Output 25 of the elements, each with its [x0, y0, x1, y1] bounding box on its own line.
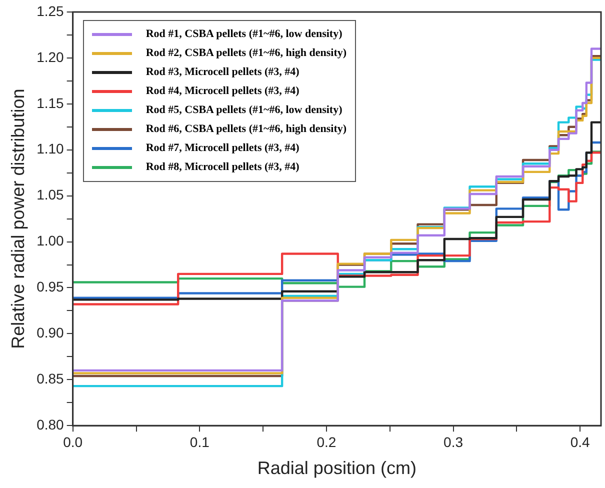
legend-label: Rod #6, CSBA pellets (#1~#6, high density) [146, 122, 347, 137]
legend-label: Rod #2, CSBA pellets (#1~#6, high density) [146, 46, 347, 61]
y-axis-title: Relative radial power distribution [8, 88, 28, 349]
legend-label: Rod #8, Microcell pellets (#3, #4) [146, 160, 300, 175]
legend-label: Rod #5, CSBA pellets (#1~#6, low density) [146, 103, 342, 118]
y-tick-label: 1.20 [36, 48, 64, 65]
legend-label: Rod #1, CSBA pellets (#1~#6, low density) [146, 27, 342, 42]
y-tick-label: 1.00 [36, 232, 64, 249]
y-tick-label: 0.85 [36, 370, 64, 387]
y-tick-label: 1.25 [36, 2, 64, 19]
y-tick-label: 1.15 [36, 94, 64, 111]
x-tick-label: 0.1 [190, 434, 210, 450]
x-tick-label: 0.3 [444, 434, 464, 450]
x-tick-label: 0.2 [316, 434, 336, 450]
y-tick-label: 1.05 [36, 186, 64, 203]
x-tick-label: 0.0 [63, 434, 83, 450]
y-tick-label: 0.90 [36, 324, 64, 341]
y-tick-label: 0.95 [36, 278, 64, 295]
y-tick-label: 1.10 [36, 140, 64, 157]
x-axis-title: Radial position (cm) [257, 458, 416, 478]
legend-label: Rod #4, Microcell pellets (#3, #4) [146, 84, 300, 99]
y-tick-label: 0.80 [36, 416, 64, 432]
legend-label: Rod #7, Microcell pellets (#3, #4) [146, 141, 300, 156]
x-tick-label: 0.4 [570, 434, 590, 450]
legend-label: Rod #3, Microcell pellets (#3, #4) [146, 65, 300, 80]
